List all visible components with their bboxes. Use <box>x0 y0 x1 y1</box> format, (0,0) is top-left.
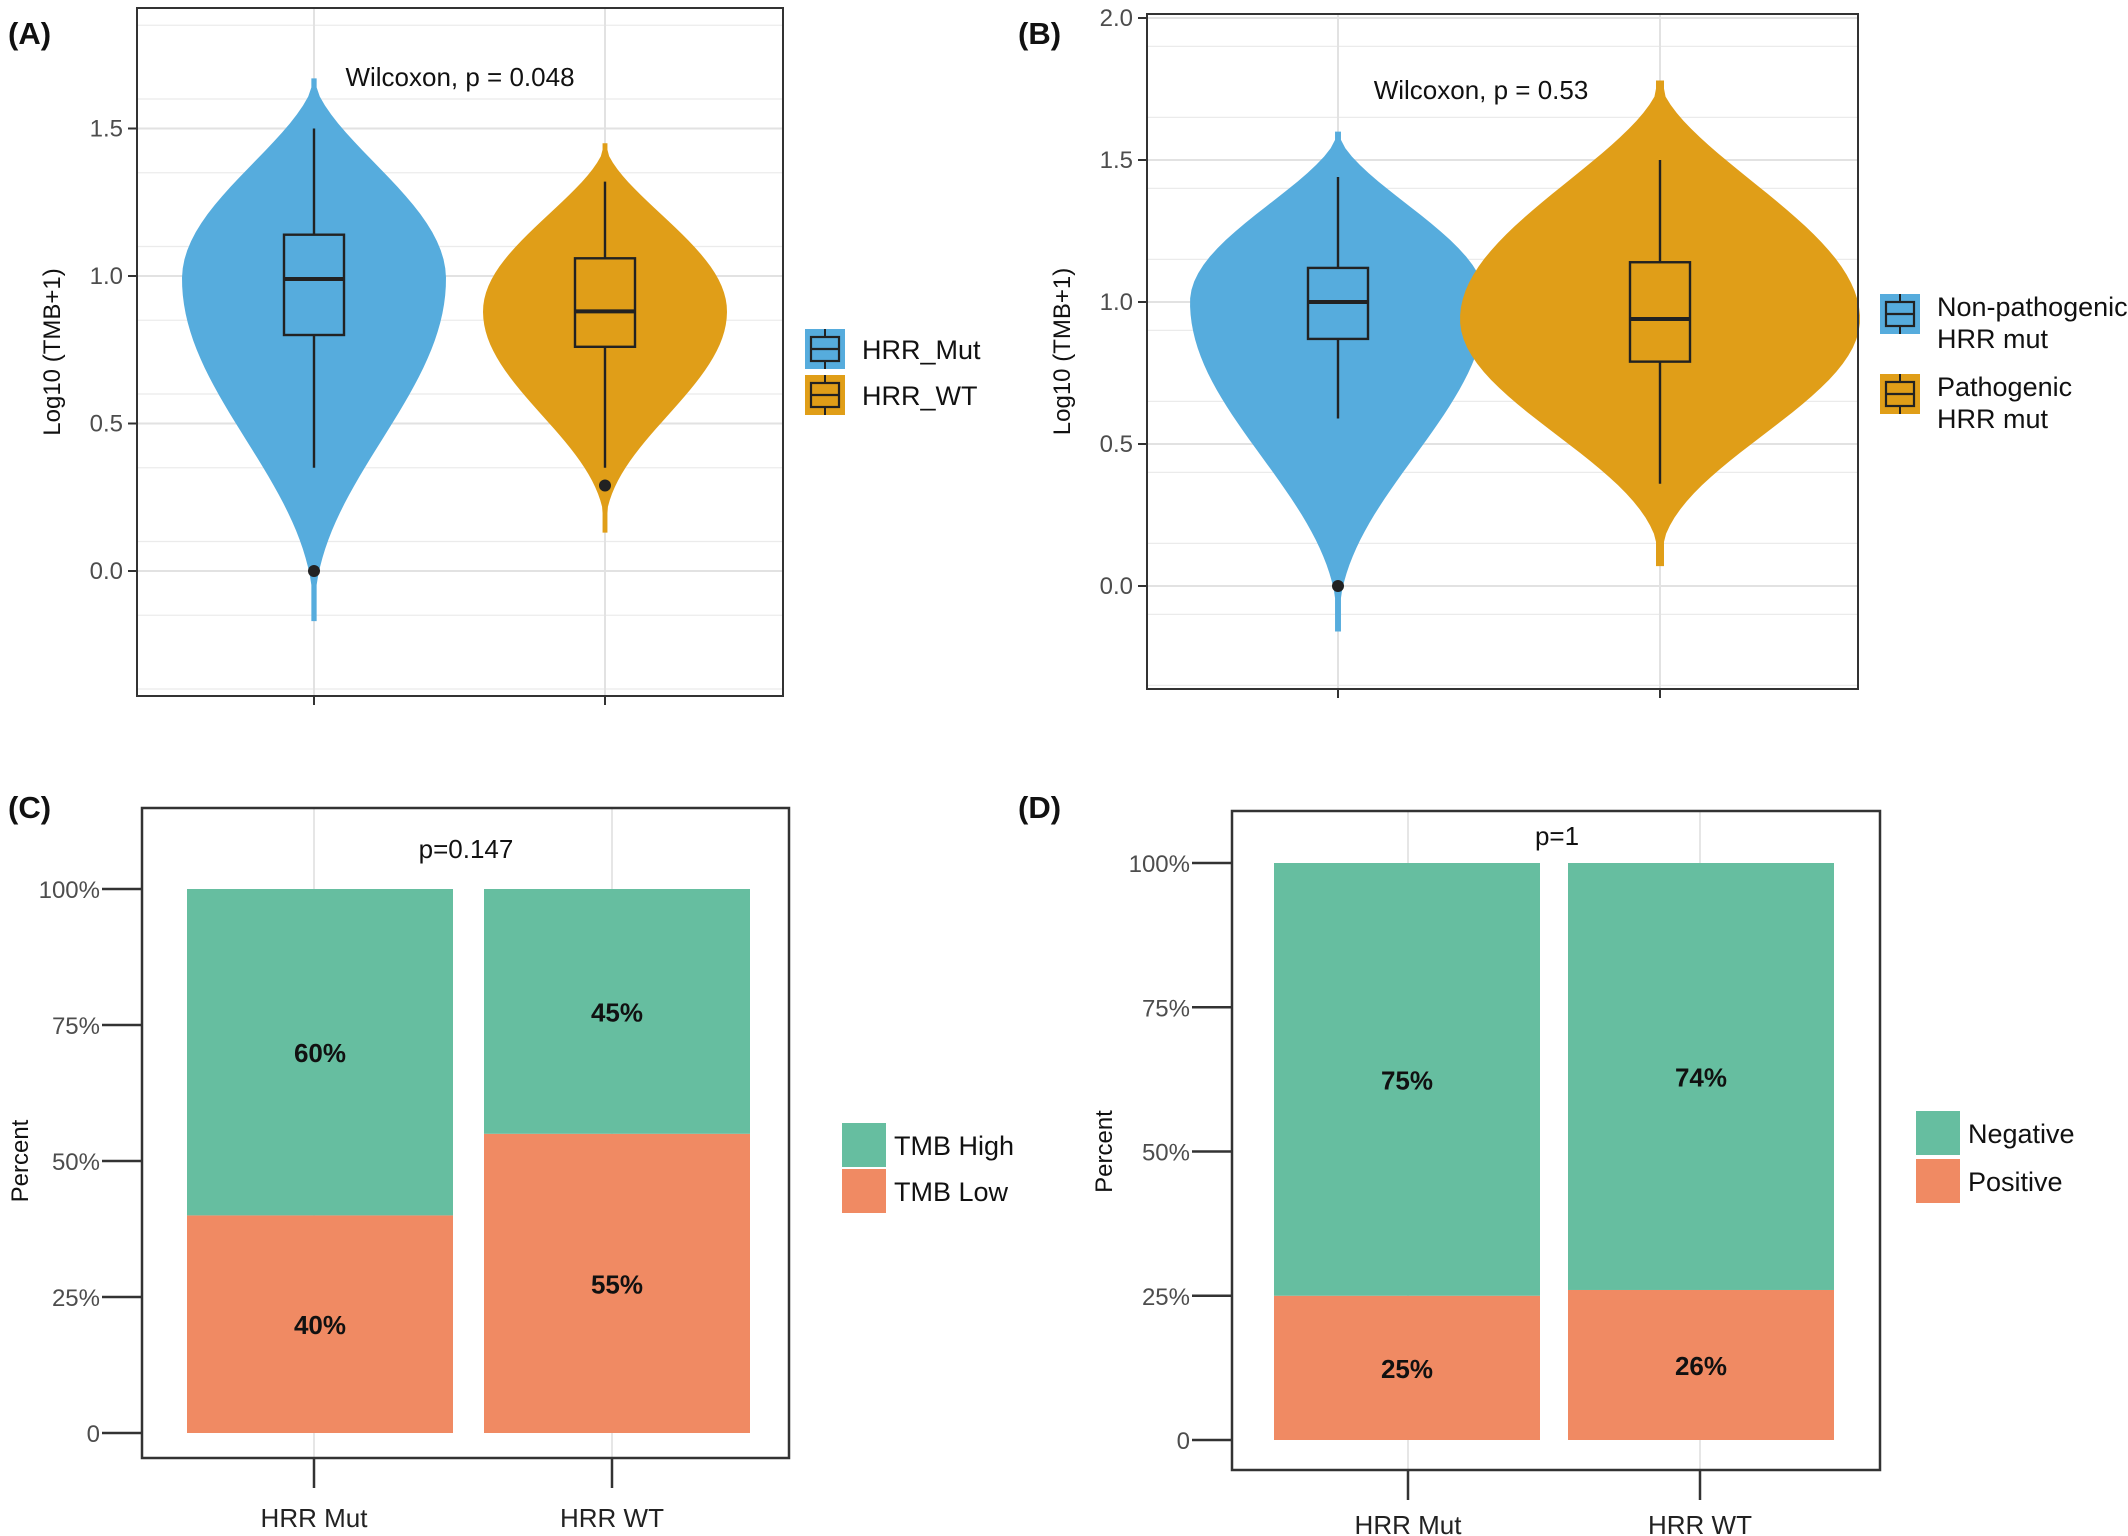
y-tick-label: 0.0 <box>90 558 123 585</box>
legend-label: TMB Low <box>894 1177 1009 1207</box>
data-label: 60% <box>294 1038 346 1068</box>
outlier-point <box>1332 580 1344 592</box>
legend-label: Non-pathogenic <box>1937 292 2128 322</box>
y-tick-label: 2.0 <box>1100 5 1133 32</box>
y-axis-label: Log10 (TMB+1) <box>39 268 66 435</box>
bar-segment-negative <box>1568 863 1834 1290</box>
box-iqr <box>282 233 346 337</box>
x-tick-label: HRR WT <box>560 1503 664 1533</box>
legend-key <box>842 1123 886 1167</box>
bar-segment-tmb-high <box>187 889 453 1216</box>
legend-label: HRR_WT <box>862 381 978 411</box>
series-violin-1 <box>483 143 727 533</box>
data-label: 55% <box>591 1269 643 1299</box>
data-label: 74% <box>1675 1062 1727 1092</box>
legend-label: HRR mut <box>1937 404 2049 434</box>
p-value-annotation: p=0.147 <box>419 834 514 864</box>
panel-label: (C) <box>8 790 51 825</box>
y-tick-label: 0 <box>87 1421 100 1448</box>
panel-d: (D) 25% 75% HRR Mut 26% 74% HRR WT 0 25% 50% 75% 10… <box>1018 790 2075 1536</box>
data-label: 26% <box>1675 1351 1727 1381</box>
box-iqr <box>1628 261 1692 363</box>
x-tick-label: HRR Mut <box>261 1503 369 1533</box>
y-tick-label: 1.5 <box>1100 147 1133 174</box>
p-value-annotation: Wilcoxon, p = 0.53 <box>1374 75 1589 105</box>
outlier-point <box>599 479 611 492</box>
y-tick-label: 0 <box>1177 1428 1190 1455</box>
y-axis-label: Percent <box>7 1119 34 1202</box>
y-tick-label: 0.0 <box>1100 573 1133 600</box>
data-label: 40% <box>294 1310 346 1340</box>
panel-label: (D) <box>1018 790 1061 825</box>
y-tick-label: 75% <box>52 1013 100 1040</box>
plot-frame <box>140 806 791 1460</box>
legend-key <box>842 1169 886 1213</box>
panel-c: (C) 40% 60% HRR Mut 55% 45% HRR WT 0 25% 50% 75% 10… <box>7 790 1014 1533</box>
bar-segment-positive <box>1274 1295 1540 1440</box>
y-tick-label: 0.5 <box>90 411 123 438</box>
data-label: 75% <box>1381 1065 1433 1095</box>
y-tick-label: 75% <box>1142 995 1190 1022</box>
x-tick-label: HRR WT <box>1648 1510 1752 1536</box>
panel-label: (B) <box>1018 16 1061 51</box>
bar-segment-positive <box>1568 1289 1834 1440</box>
bar-segment-tmb-high <box>484 889 750 1134</box>
outlier-point <box>308 565 320 577</box>
legend-label: Negative <box>1968 1119 2075 1149</box>
y-tick-label: 25% <box>1142 1284 1190 1311</box>
y-tick-label: 1.0 <box>90 263 123 290</box>
bar-segment-tmb-low <box>484 1133 750 1433</box>
legend-label: Positive <box>1968 1167 2063 1197</box>
plot-frame <box>1230 809 1882 1472</box>
data-label: 45% <box>591 997 643 1027</box>
panel-label: (A) <box>8 16 51 51</box>
x-tick-label: HRR Mut <box>1355 1510 1463 1536</box>
panel-a: (A) 0.0 0.5 1.0 1.5 Log10 (TMB+1) Wilcoxon, p … <box>8 7 981 705</box>
y-axis-label: Percent <box>1091 1110 1118 1193</box>
data-label: 25% <box>1381 1354 1433 1384</box>
plot-frame <box>1146 13 1859 690</box>
p-value-annotation: p=1 <box>1535 821 1579 851</box>
legend-label: HRR mut <box>1937 324 2049 354</box>
bar-segment-tmb-low <box>187 1215 453 1433</box>
panel-b: (B) 0.0 0.5 1.0 1.5 2.0 Log10 (TMB+1) Wilcoxon,… <box>1018 5 2128 698</box>
series-violin-1 <box>1460 80 1860 567</box>
y-axis-label: Log10 (TMB+1) <box>1049 268 1076 435</box>
p-value-annotation: Wilcoxon, p = 0.048 <box>345 62 574 92</box>
plot-frame <box>136 7 784 697</box>
y-tick-label: 50% <box>1142 1140 1190 1167</box>
y-tick-label: 100% <box>1129 851 1190 878</box>
legend-label: Pathogenic <box>1937 372 2072 402</box>
legend-label: HRR_Mut <box>862 335 981 365</box>
y-tick-label: 50% <box>52 1149 100 1176</box>
legend-key <box>1916 1159 1960 1203</box>
legend-key <box>1916 1111 1960 1155</box>
y-tick-label: 1.5 <box>90 116 123 143</box>
bar-segment-negative <box>1274 863 1540 1296</box>
y-tick-label: 0.5 <box>1100 431 1133 458</box>
box-iqr <box>573 257 637 348</box>
y-tick-label: 25% <box>52 1285 100 1312</box>
y-tick-label: 100% <box>39 877 100 904</box>
legend-label: TMB High <box>894 1131 1014 1161</box>
y-tick-label: 1.0 <box>1100 289 1133 316</box>
